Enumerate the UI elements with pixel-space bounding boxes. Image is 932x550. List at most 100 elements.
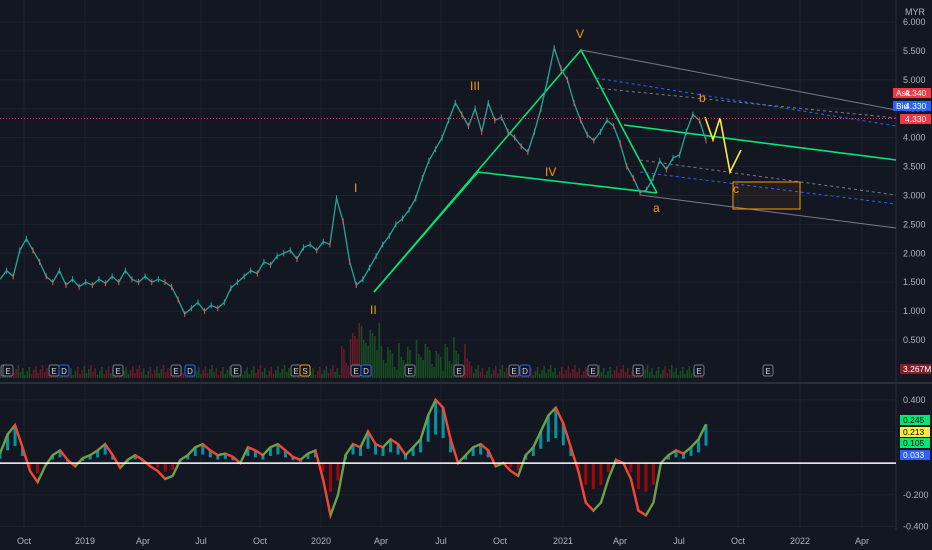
- event-marker-label: D: [522, 367, 528, 376]
- osc-histogram-bar: [591, 463, 595, 490]
- volume-bar: [644, 369, 647, 378]
- osc-main-line: [517, 454, 527, 477]
- target-box: [732, 181, 801, 210]
- osc-histogram-bar: [253, 450, 257, 458]
- volume-bar: [426, 347, 429, 378]
- volume-bar: [616, 366, 618, 378]
- osc-main-line: [637, 509, 647, 517]
- volume-bars: EEDEEDEESEDEEEDEEEEE: [0, 323, 774, 378]
- volume-bar: [44, 372, 46, 378]
- volume-bar: [356, 339, 358, 378]
- wave-left-line: [373, 171, 479, 293]
- osc-main-line: [510, 470, 519, 477]
- osc-histogram-bar: [283, 450, 287, 458]
- y-tick-label: 0.500: [903, 335, 926, 345]
- volume-bar: [396, 370, 398, 378]
- osc-histogram-bar: [148, 463, 152, 465]
- volume-bar: [259, 365, 262, 378]
- volume-bar: [534, 371, 537, 378]
- event-marker-box: [58, 364, 70, 377]
- osc-histogram-bar: [13, 425, 17, 446]
- volume-bar: [338, 375, 341, 378]
- volume-bar: [501, 365, 504, 378]
- projection-zigzag: [704, 116, 742, 175]
- osc-main-line: [179, 454, 189, 461]
- volume-bar: [74, 371, 77, 378]
- volume-bar: [369, 330, 372, 378]
- volume-bar: [123, 371, 125, 378]
- volume-bar: [690, 373, 693, 378]
- osc-main-line: [44, 454, 54, 467]
- volume-bar: [624, 372, 627, 378]
- y-tick-label: 6.000: [903, 17, 926, 27]
- event-marker-label: E: [407, 367, 412, 376]
- osc-histogram-bar: [73, 463, 77, 465]
- osc-histogram-bar: [88, 455, 92, 460]
- osc-histogram-bar: [208, 450, 212, 458]
- volume-bar: [125, 367, 127, 378]
- osc-histogram-bar: [268, 447, 272, 456]
- osc-main-line: [502, 462, 512, 472]
- event-marker-box: [632, 364, 644, 377]
- volume-bar: [257, 369, 259, 378]
- volume-bar: [327, 373, 330, 378]
- volume-bar: [649, 372, 651, 378]
- event-marker: D: [58, 364, 70, 377]
- osc-tag-4: 0.033: [903, 450, 925, 460]
- x-tick-label: 2021: [553, 536, 573, 546]
- y-tick-label: 4.000: [903, 133, 926, 143]
- volume-bar: [224, 374, 226, 378]
- price-series: [0, 45, 896, 317]
- event-marker: D: [360, 364, 372, 377]
- volume-bar: [580, 375, 583, 378]
- volume-bar: [132, 366, 134, 378]
- volume-bar: [323, 370, 325, 378]
- volume-bar: [22, 368, 24, 378]
- osc-main-line: [307, 449, 316, 455]
- osc-main-line: [254, 449, 264, 457]
- event-marker-label: E: [635, 367, 640, 376]
- volume-bar: [385, 363, 387, 378]
- oscillator-tags: 0.245 0.213 0.105 0.033: [900, 415, 930, 460]
- osc-signal-line: [0, 397, 708, 520]
- volume-bar: [431, 364, 433, 378]
- volume-bar: [653, 375, 655, 378]
- volume-bar: [250, 370, 253, 378]
- volume-bar: [605, 375, 607, 378]
- osc-histogram-bar: [569, 447, 573, 456]
- osc-main-line: [96, 443, 106, 452]
- osc-histogram-bar: [291, 456, 295, 461]
- osc-main-line: [247, 446, 256, 452]
- volume-bar: [464, 344, 466, 378]
- osc-main-line: [59, 449, 69, 461]
- volume-bar: [341, 346, 343, 378]
- osc-main-line: [0, 434, 9, 454]
- event-marker-box: [453, 364, 465, 377]
- volume-bar: [360, 326, 363, 378]
- volume-bar: [143, 368, 145, 378]
- volume-bar: [352, 333, 354, 378]
- osc-histogram-bar: [359, 447, 363, 456]
- osc-histogram-bar: [689, 447, 693, 456]
- osc-main-line: [525, 446, 534, 456]
- osc-main-line: [449, 439, 460, 464]
- volume-bar: [319, 367, 321, 378]
- volume-bar: [556, 375, 559, 378]
- volume-bar: [572, 369, 574, 378]
- y-tick-label: 2.500: [903, 219, 926, 229]
- volume-bar: [343, 349, 345, 378]
- wave-label-ii: II: [370, 303, 377, 317]
- event-marker-label: E: [511, 367, 516, 376]
- event-marker-box: [508, 364, 520, 377]
- event-marker: D: [184, 364, 196, 377]
- wave-labels: I II III IV V a b c: [354, 27, 739, 317]
- osc-histogram-bar: [171, 463, 175, 471]
- volume-bar: [558, 371, 561, 378]
- volume-bar: [222, 367, 224, 378]
- osc-main-line: [164, 474, 174, 480]
- osc-y-tick-label: -0.200: [903, 490, 929, 500]
- event-marker: E: [404, 364, 416, 377]
- osc-main-line: [284, 449, 294, 458]
- volume-bar: [378, 323, 380, 378]
